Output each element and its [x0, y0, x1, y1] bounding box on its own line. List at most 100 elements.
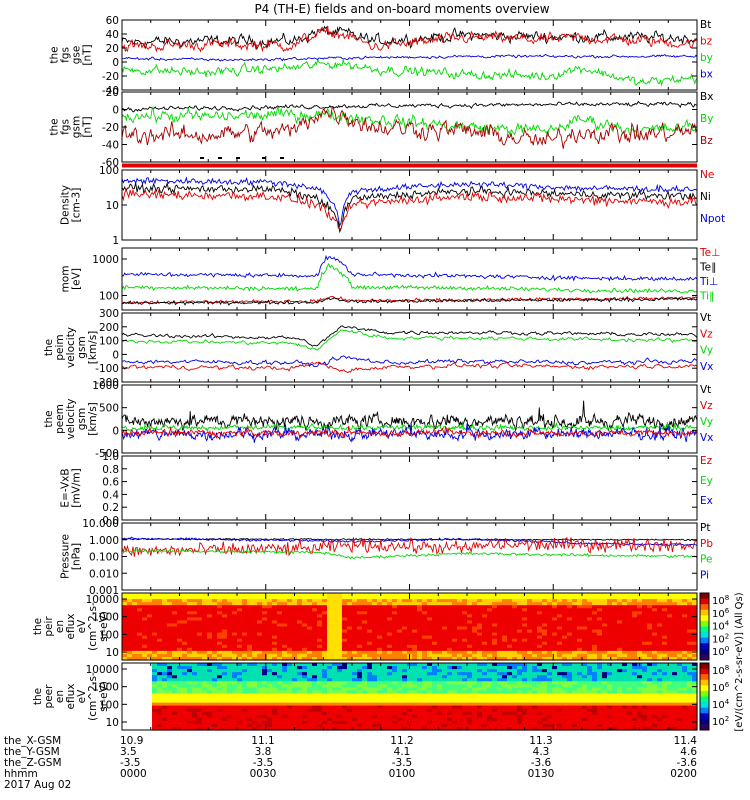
spectrogram-cell — [472, 623, 478, 628]
spectrogram-cell — [522, 641, 528, 646]
spectrogram-cell — [382, 678, 388, 682]
spectrogram-cell — [392, 632, 398, 637]
spectrogram-cell — [262, 638, 268, 643]
spectrogram-cell — [367, 669, 373, 673]
spectrogram-cell — [347, 599, 353, 603]
spectrogram-cell — [127, 620, 133, 624]
spectrogram-cell — [612, 641, 618, 646]
spectrogram-cell — [407, 699, 413, 704]
spectrogram-cell — [477, 684, 483, 688]
spectrogram-cell — [262, 644, 268, 649]
spectrogram-cell — [397, 672, 403, 676]
spectrogram-cell — [382, 711, 388, 716]
y-tick-label: 0.2 — [102, 502, 119, 514]
spectrogram-cell — [302, 650, 308, 655]
spectrogram-cell — [512, 717, 518, 722]
spectrogram-cell — [527, 666, 533, 670]
spectrogram-cell — [147, 602, 153, 606]
spectrogram-cell — [317, 599, 323, 603]
spectrogram-cell — [422, 702, 428, 707]
spectrogram-cell — [212, 647, 218, 652]
spectrogram-cell — [357, 650, 363, 655]
y-axis-label-line: peim — [54, 334, 66, 360]
spectrogram-cell — [312, 720, 318, 725]
spectrogram-cell — [437, 611, 443, 615]
spectrogram-cell — [212, 629, 218, 634]
spectrogram-cell — [672, 626, 678, 631]
spectrogram-cell — [427, 638, 433, 643]
spectrogram-cell — [467, 614, 473, 618]
spectrogram-cell — [257, 727, 263, 731]
spectrogram-cell — [332, 690, 338, 694]
spectrogram-cell — [282, 693, 288, 698]
spectrogram-cell — [632, 632, 638, 637]
spectrogram-cell — [347, 650, 353, 655]
spectrogram-cell — [227, 599, 233, 603]
spectrogram-cell — [277, 599, 283, 603]
spectrogram-cell — [682, 602, 688, 606]
spectrogram-cell — [642, 635, 648, 640]
spectrogram-cell — [297, 641, 303, 646]
spectrogram-cell — [662, 605, 668, 609]
spectrogram-cell — [352, 693, 358, 698]
spectrogram-cell — [672, 632, 678, 637]
spectrogram-cell — [452, 647, 458, 652]
spectrogram-cell — [637, 605, 643, 609]
spectrogram-cell — [237, 632, 243, 637]
spectrogram-cell — [202, 644, 208, 649]
spectrogram-cell — [347, 653, 353, 658]
spectrogram-cell — [537, 723, 543, 728]
spectrogram-cell — [182, 684, 188, 688]
spectrogram-cell — [342, 675, 348, 679]
spectrogram-cell — [322, 684, 328, 688]
spectrogram-cell — [282, 635, 288, 640]
spectrogram-cell — [227, 702, 233, 707]
spectrogram-cell — [542, 596, 548, 600]
spectrogram-cell — [527, 675, 533, 679]
spectrogram-cell — [547, 602, 553, 606]
series-line-Ni — [121, 181, 698, 234]
spectrogram-cell — [282, 617, 288, 621]
spectrogram-cell — [372, 717, 378, 722]
spectrogram-cell — [267, 696, 273, 701]
spectrogram-cell — [262, 663, 268, 667]
spectrogram-cell — [182, 727, 188, 731]
spectrogram-cell — [152, 626, 158, 631]
spectrogram-cell — [507, 723, 513, 728]
spectrogram-cell — [667, 623, 673, 628]
spectrogram-cell — [132, 638, 138, 643]
spectrogram-cell — [547, 620, 553, 624]
spectrogram-cell — [482, 714, 488, 719]
spectrogram-cell — [212, 657, 218, 661]
spectrogram-cell — [692, 641, 698, 646]
spectrogram-cell — [502, 666, 508, 670]
spectrogram-cell — [332, 666, 338, 670]
spectrogram-cell — [292, 623, 298, 628]
spectrogram-cell — [432, 711, 438, 716]
spectrogram-cell — [192, 705, 198, 710]
spectrogram-cell — [447, 657, 453, 661]
spectrogram-cell — [617, 641, 623, 646]
spectrogram-cell — [317, 608, 323, 612]
spectrogram-cell — [442, 711, 448, 716]
spectrogram-cell — [367, 702, 373, 707]
spectrogram-cell — [312, 693, 318, 698]
y-axis-label-line: peir — [43, 616, 55, 637]
spectrogram-cell — [182, 608, 188, 612]
spectrogram-cell — [382, 684, 388, 688]
spectrogram-cell — [147, 596, 153, 600]
spectrogram-cell — [542, 717, 548, 722]
spectrogram-cell — [227, 723, 233, 728]
spectrogram-cell — [347, 623, 353, 628]
spectrogram-cell — [257, 696, 263, 701]
spectrogram-cell — [357, 663, 363, 667]
spectrogram-cell — [317, 635, 323, 640]
spectrogram-cell — [327, 614, 333, 618]
spectrogram-cell — [547, 605, 553, 609]
spectrogram-cell — [357, 711, 363, 716]
spectrogram-cell — [567, 663, 573, 667]
spectrogram-cell — [622, 629, 628, 634]
spectrogram-cell — [162, 605, 168, 609]
spectrogram-cell — [187, 681, 193, 685]
spectrogram-cell — [387, 629, 393, 634]
